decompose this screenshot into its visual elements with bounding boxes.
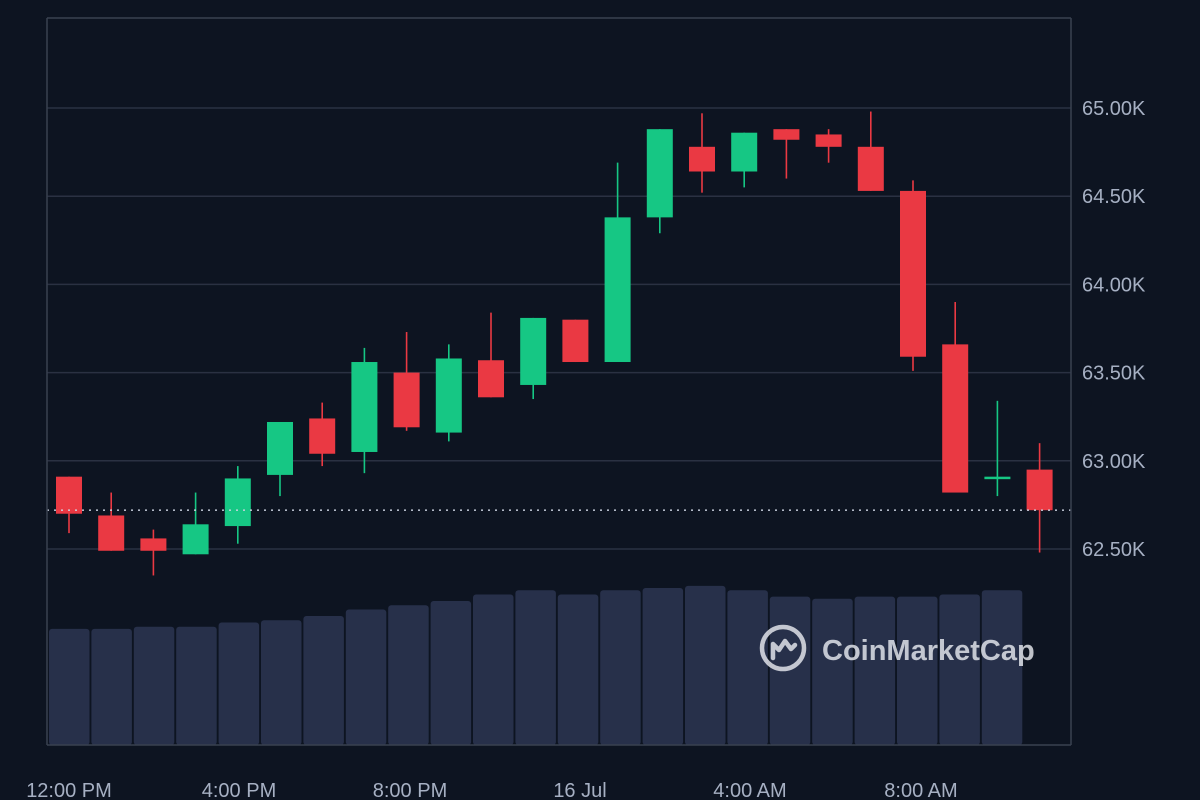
volume-bar	[261, 620, 302, 745]
x-axis-ticks: 12:00 PM 4:00 PM 8:00 PM 16 Jul 4:00 AM 8:00 …	[26, 780, 958, 800]
candle-body	[984, 476, 1011, 480]
candle-down	[773, 129, 800, 179]
candle-body	[815, 134, 842, 147]
volume-bar	[854, 596, 896, 745]
volume-bar	[91, 628, 132, 745]
y-tick-label: 64.50K	[1082, 186, 1146, 208]
candle-up	[267, 421, 293, 497]
candle-body	[942, 344, 969, 493]
volume-bar	[133, 626, 175, 745]
volume-bar	[897, 596, 938, 745]
candle-up	[646, 129, 673, 234]
candle-body	[478, 360, 504, 398]
candle-body	[520, 317, 547, 385]
volume-bar	[515, 590, 556, 745]
candle-up	[224, 466, 251, 544]
candle-body	[604, 217, 631, 363]
candle-body	[56, 476, 82, 514]
candle-down	[815, 129, 842, 163]
candle-down	[98, 492, 125, 551]
coinmarketcap-watermark: CoinMarketCap	[759, 624, 1035, 672]
candle-body	[98, 515, 125, 551]
candle-down	[140, 529, 167, 576]
volume-bar	[388, 605, 429, 745]
candle-body	[351, 362, 378, 452]
volume-bar	[642, 588, 684, 745]
candle-body	[140, 538, 167, 551]
brand-name: CoinMarketCap	[822, 635, 1035, 667]
volume-bar	[303, 616, 344, 745]
candle-up	[984, 400, 1011, 497]
volume-bar	[812, 598, 853, 745]
candle-body	[689, 146, 715, 172]
candle-body	[1026, 469, 1053, 511]
y-axis-ticks: 65.00K 64.50K 64.00K 63.50K 63.00K 62.50K	[1082, 98, 1146, 561]
volume-bar	[345, 609, 387, 745]
candle-body	[731, 132, 758, 172]
x-tick-label: 12:00 PM	[26, 780, 112, 800]
candle-down	[56, 476, 82, 534]
candles	[56, 111, 1053, 576]
volume-bar	[685, 585, 726, 745]
volume-bar	[176, 626, 217, 745]
x-tick-label: 16 Jul	[553, 780, 606, 800]
y-tick-label: 63.00K	[1082, 451, 1146, 473]
volume-bars	[49, 585, 1023, 745]
candle-body	[182, 524, 209, 555]
candle-up	[182, 492, 209, 555]
grid-lines	[47, 107, 1071, 550]
coinmarketcap-logo-icon	[759, 624, 807, 672]
volume-bar	[430, 600, 472, 745]
volume-bar	[769, 596, 811, 745]
axes	[46, 17, 1072, 746]
candle-body	[393, 372, 420, 428]
x-tick-label: 4:00 AM	[713, 780, 786, 800]
x-tick-label: 8:00 PM	[373, 780, 447, 800]
volume-bar	[218, 622, 260, 745]
candle-up	[731, 132, 758, 188]
candle-down	[1026, 443, 1053, 553]
candle-body	[309, 418, 336, 454]
x-tick-label: 8:00 AM	[884, 780, 957, 800]
candle-down	[309, 402, 336, 467]
candle-body	[562, 319, 589, 363]
candle-down	[900, 180, 926, 371]
candle-down	[689, 113, 715, 193]
volume-bar	[557, 594, 599, 745]
candle-down	[562, 319, 589, 363]
volume-bar	[727, 590, 768, 745]
candle-body	[646, 129, 673, 218]
candle-body	[900, 190, 926, 357]
y-tick-label: 65.00K	[1082, 98, 1146, 120]
volume-bar	[981, 590, 1023, 745]
candle-up	[520, 317, 547, 400]
volume-bar	[600, 590, 641, 745]
candle-up	[604, 162, 631, 363]
candle-up	[435, 344, 462, 442]
candle-down	[857, 111, 884, 191]
y-tick-label: 62.50K	[1082, 539, 1146, 561]
candle-down	[478, 312, 504, 398]
volume-bar	[939, 594, 980, 745]
candle-body	[267, 421, 293, 475]
candle-body	[857, 146, 884, 191]
candle-down	[393, 332, 420, 431]
candle-body	[435, 358, 462, 433]
candle-body	[224, 478, 251, 527]
volume-bar	[473, 594, 514, 745]
candle-down	[942, 302, 969, 493]
candle-up	[351, 347, 378, 474]
candle-body	[773, 129, 800, 140]
volume-bar	[49, 628, 90, 745]
x-tick-label: 4:00 PM	[202, 780, 276, 800]
y-tick-label: 64.00K	[1082, 274, 1146, 296]
y-tick-label: 63.50K	[1082, 363, 1146, 385]
